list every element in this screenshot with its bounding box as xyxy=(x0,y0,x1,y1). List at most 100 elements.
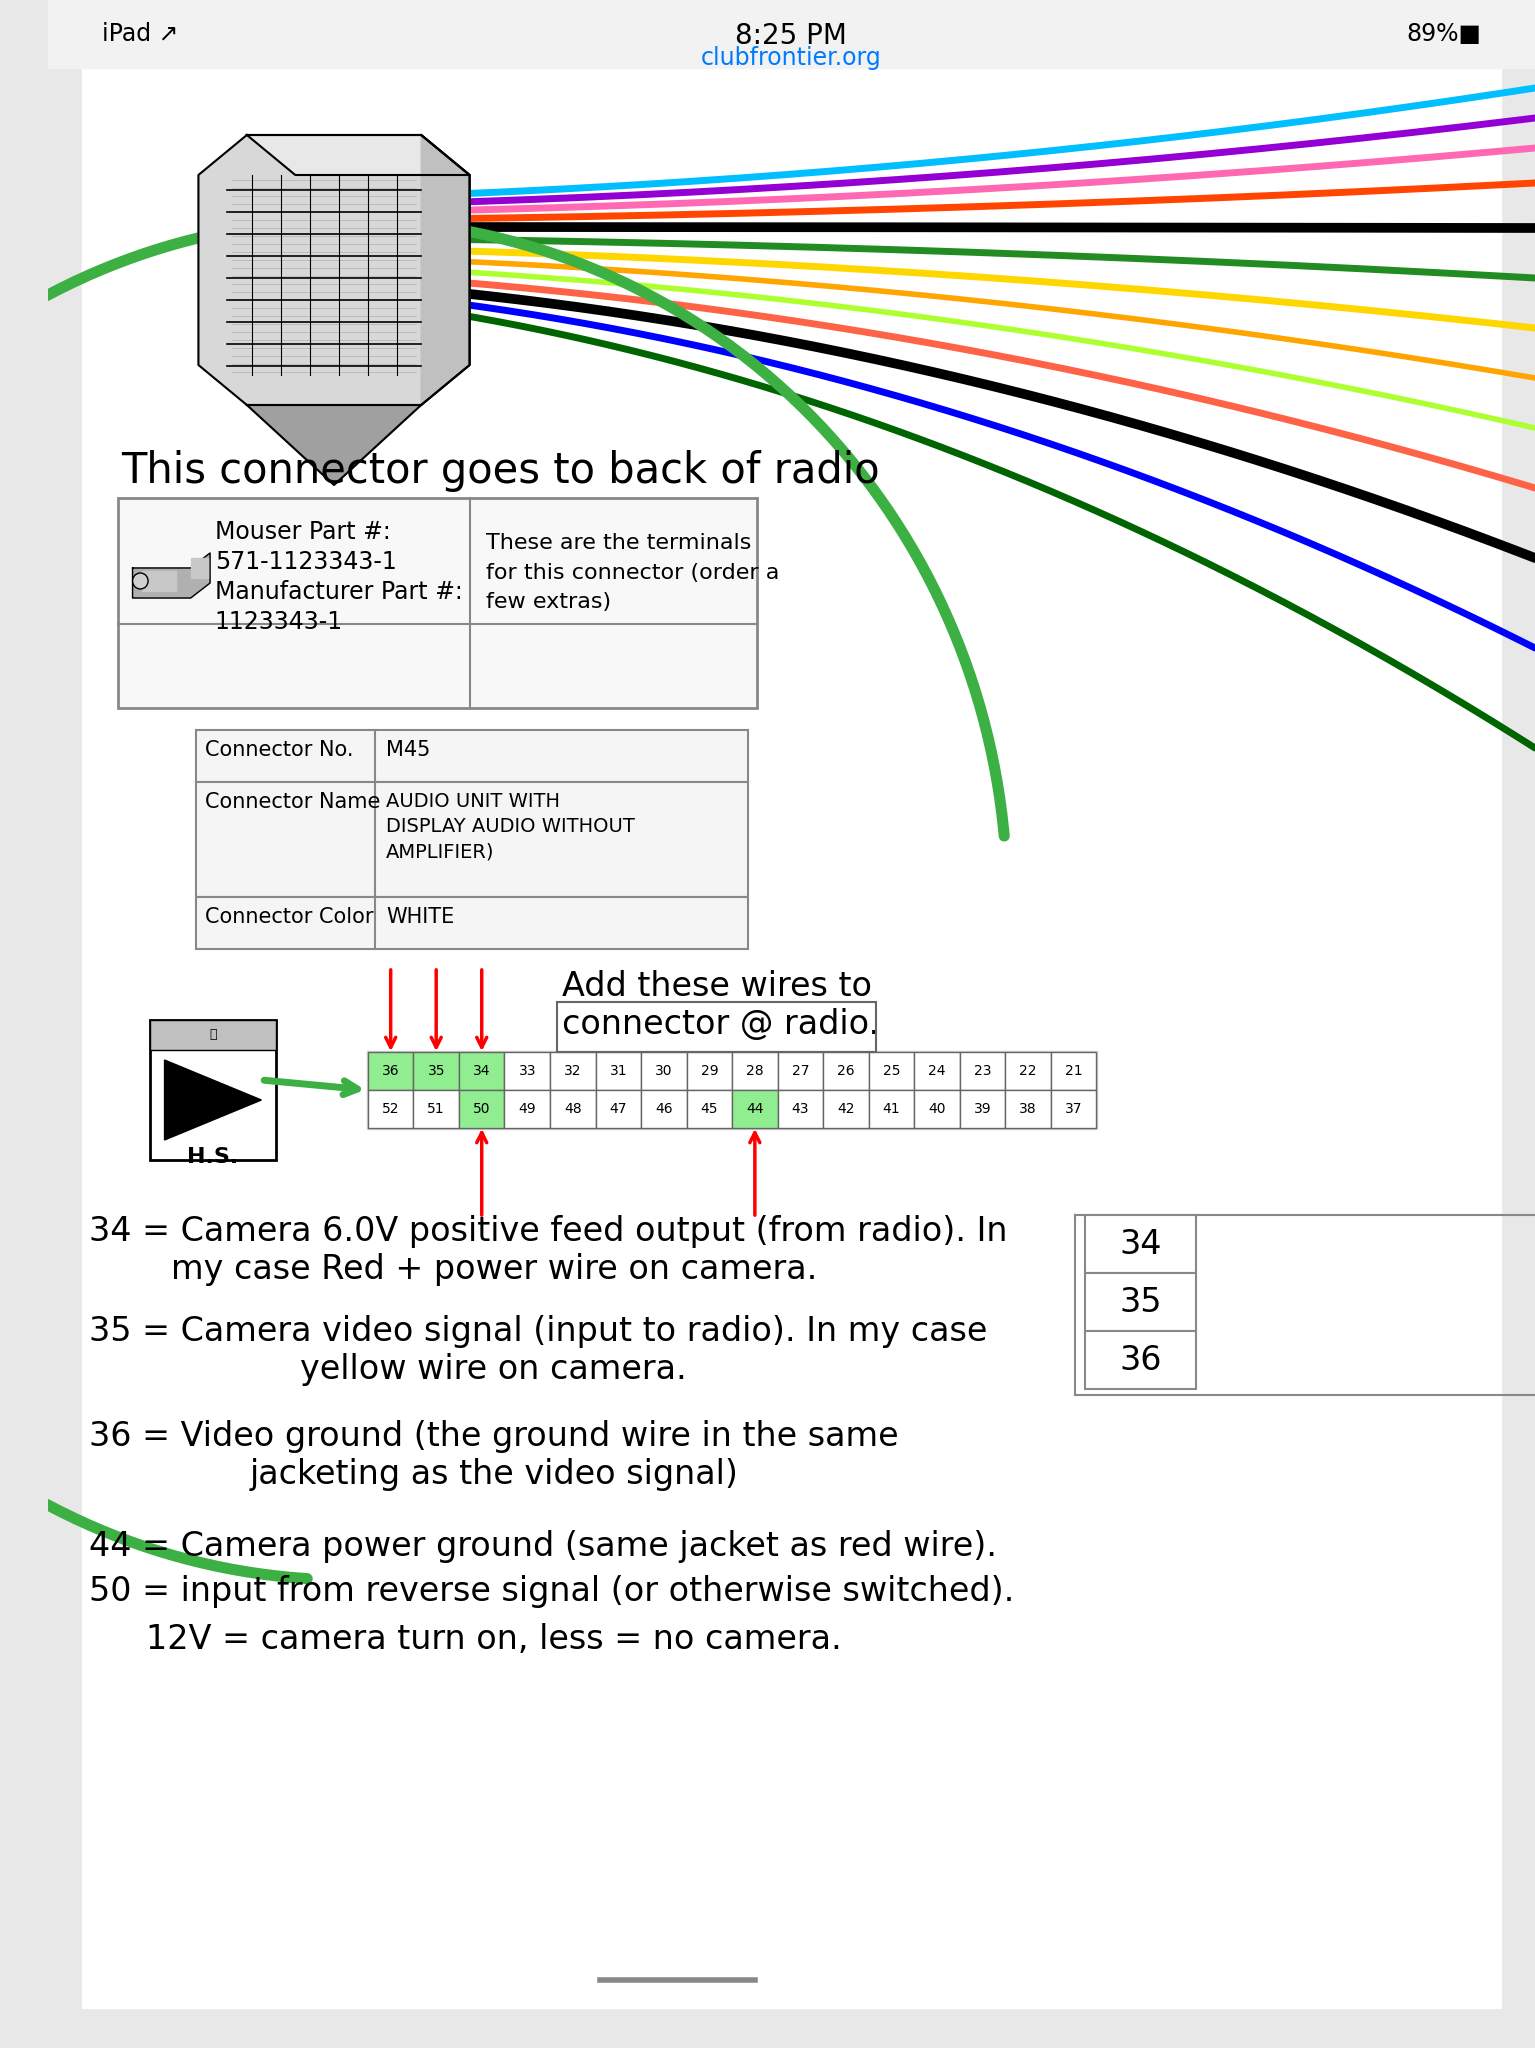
Bar xyxy=(368,1053,413,1090)
Text: 37: 37 xyxy=(1065,1102,1082,1116)
Bar xyxy=(195,729,748,782)
Text: 8:25 PM: 8:25 PM xyxy=(735,23,847,49)
Bar xyxy=(557,1001,876,1053)
Text: connector @ radio.: connector @ radio. xyxy=(562,1008,880,1040)
Text: 35: 35 xyxy=(1119,1286,1162,1319)
Bar xyxy=(1085,1331,1196,1389)
Text: 51: 51 xyxy=(427,1102,445,1116)
Text: 35 = Camera video signal (input to radio). In my case: 35 = Camera video signal (input to radio… xyxy=(89,1315,987,1348)
Bar xyxy=(642,1090,686,1128)
Bar xyxy=(596,1090,642,1128)
Text: 89%■: 89%■ xyxy=(1408,23,1481,45)
Text: 22: 22 xyxy=(1019,1065,1036,1077)
Text: 41: 41 xyxy=(883,1102,900,1116)
Text: 38: 38 xyxy=(1019,1102,1036,1116)
Bar xyxy=(686,1053,732,1090)
Text: 36: 36 xyxy=(382,1065,399,1077)
Bar xyxy=(143,571,177,592)
Bar xyxy=(1005,1090,1051,1128)
Bar xyxy=(732,1053,778,1090)
Polygon shape xyxy=(247,135,470,174)
Bar xyxy=(959,1090,1005,1128)
Text: 24: 24 xyxy=(929,1065,946,1077)
Bar xyxy=(1085,1214,1196,1274)
Bar xyxy=(823,1090,869,1128)
Text: This connector goes to back of radio: This connector goes to back of radio xyxy=(121,451,880,492)
Text: H.S.: H.S. xyxy=(187,1147,238,1167)
Text: 32: 32 xyxy=(563,1065,582,1077)
Text: M45: M45 xyxy=(387,739,431,760)
Bar xyxy=(1005,1053,1051,1090)
Text: 30: 30 xyxy=(655,1065,672,1077)
Bar xyxy=(915,1053,959,1090)
Text: 圖: 圖 xyxy=(209,1028,216,1042)
Text: 39: 39 xyxy=(973,1102,992,1116)
Text: 46: 46 xyxy=(655,1102,672,1116)
Text: Connector Name: Connector Name xyxy=(206,793,381,811)
Text: yellow wire on camera.: yellow wire on camera. xyxy=(301,1354,688,1386)
Text: 21: 21 xyxy=(1065,1065,1082,1077)
Text: 28: 28 xyxy=(746,1065,764,1077)
Bar xyxy=(869,1053,915,1090)
Text: 50 = input from reverse signal (or otherwise switched).: 50 = input from reverse signal (or other… xyxy=(89,1575,1015,1608)
Bar xyxy=(915,1090,959,1128)
Text: 44: 44 xyxy=(746,1102,763,1116)
Bar xyxy=(118,498,757,709)
Bar xyxy=(368,1090,413,1128)
Text: iPad ↗: iPad ↗ xyxy=(101,23,178,45)
Bar xyxy=(48,0,1535,68)
Bar xyxy=(778,1090,823,1128)
Polygon shape xyxy=(247,406,421,485)
Text: 27: 27 xyxy=(792,1065,809,1077)
Text: 26: 26 xyxy=(837,1065,855,1077)
Text: 33: 33 xyxy=(519,1065,536,1077)
Text: 40: 40 xyxy=(929,1102,946,1116)
Bar xyxy=(596,1053,642,1090)
Text: 31: 31 xyxy=(609,1065,628,1077)
Bar xyxy=(413,1053,459,1090)
Bar xyxy=(823,1053,869,1090)
Bar xyxy=(150,1020,276,1051)
Bar xyxy=(505,1053,550,1090)
Text: Add these wires to: Add these wires to xyxy=(562,971,872,1004)
Text: 50: 50 xyxy=(473,1102,491,1116)
Text: 34 = Camera 6.0V positive feed output (from radio). In: 34 = Camera 6.0V positive feed output (f… xyxy=(89,1214,1007,1247)
Bar xyxy=(550,1053,596,1090)
Text: 1123343-1: 1123343-1 xyxy=(215,610,342,635)
Text: 29: 29 xyxy=(700,1065,718,1077)
Text: 47: 47 xyxy=(609,1102,626,1116)
Text: 52: 52 xyxy=(382,1102,399,1116)
Bar xyxy=(1051,1090,1096,1128)
Bar xyxy=(778,1053,823,1090)
Text: Mouser Part #:: Mouser Part #: xyxy=(215,520,390,545)
Bar xyxy=(505,1090,550,1128)
Bar xyxy=(367,1051,1098,1128)
Bar xyxy=(642,1053,686,1090)
Text: 25: 25 xyxy=(883,1065,900,1077)
Polygon shape xyxy=(421,135,470,406)
Bar xyxy=(459,1090,505,1128)
Polygon shape xyxy=(132,553,210,598)
Bar xyxy=(190,557,209,578)
Text: 43: 43 xyxy=(792,1102,809,1116)
Text: 44 = Camera power ground (same jacket as red wire).: 44 = Camera power ground (same jacket as… xyxy=(89,1530,998,1563)
Bar xyxy=(195,897,748,948)
Polygon shape xyxy=(198,135,470,406)
Circle shape xyxy=(132,573,147,590)
Text: 36: 36 xyxy=(1119,1343,1162,1376)
Bar xyxy=(1051,1053,1096,1090)
Bar xyxy=(732,1090,778,1128)
Bar xyxy=(869,1090,915,1128)
Text: 45: 45 xyxy=(700,1102,718,1116)
Text: 34: 34 xyxy=(1119,1227,1162,1260)
Bar xyxy=(413,1090,459,1128)
Text: 35: 35 xyxy=(427,1065,445,1077)
Text: 48: 48 xyxy=(563,1102,582,1116)
Text: 34: 34 xyxy=(473,1065,491,1077)
Bar xyxy=(195,782,748,897)
Bar xyxy=(150,1020,276,1159)
Text: clubfrontier.org: clubfrontier.org xyxy=(701,45,881,70)
Bar xyxy=(959,1053,1005,1090)
Bar xyxy=(686,1090,732,1128)
Text: 23: 23 xyxy=(973,1065,992,1077)
